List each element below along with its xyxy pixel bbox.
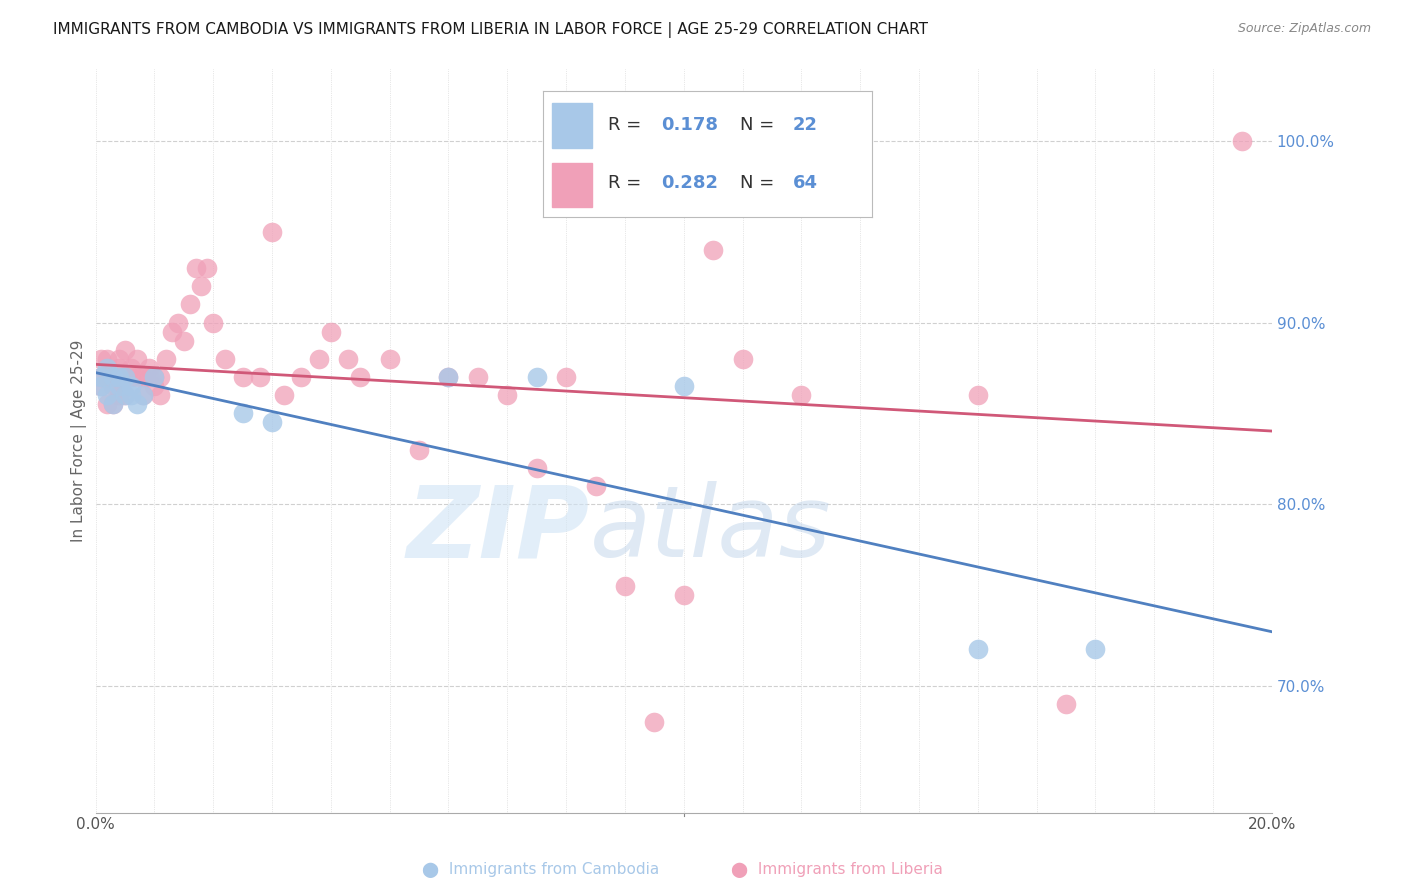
Point — [120, 388, 142, 402]
Point — [160, 325, 183, 339]
Point — [96, 351, 118, 366]
Point — [526, 460, 548, 475]
Point — [966, 388, 988, 402]
Point — [114, 370, 136, 384]
Point — [143, 379, 166, 393]
Point — [96, 360, 118, 375]
Point — [437, 370, 460, 384]
Point — [308, 351, 330, 366]
Point — [1054, 697, 1077, 711]
Point — [167, 316, 190, 330]
Point — [103, 370, 125, 384]
Point — [319, 325, 342, 339]
Point — [143, 370, 166, 384]
Point — [90, 370, 112, 384]
Point — [131, 388, 153, 402]
Point — [120, 370, 142, 384]
Point — [114, 388, 136, 402]
Point — [613, 579, 636, 593]
Point — [190, 279, 212, 293]
Point — [184, 261, 207, 276]
Point — [195, 261, 218, 276]
Point — [273, 388, 295, 402]
Text: ZIP: ZIP — [406, 482, 589, 578]
Point — [260, 225, 283, 239]
Point — [96, 370, 118, 384]
Point — [496, 388, 519, 402]
Point — [149, 388, 172, 402]
Point — [1084, 642, 1107, 657]
Point — [155, 351, 177, 366]
Point — [90, 379, 112, 393]
Point — [103, 397, 125, 411]
Point — [966, 642, 988, 657]
Point — [585, 479, 607, 493]
Text: ⬤  Immigrants from Liberia: ⬤ Immigrants from Liberia — [731, 862, 943, 878]
Text: Source: ZipAtlas.com: Source: ZipAtlas.com — [1237, 22, 1371, 36]
Point — [138, 370, 160, 384]
Point — [378, 351, 401, 366]
Point — [202, 316, 225, 330]
Point — [90, 370, 112, 384]
Point — [290, 370, 312, 384]
Point — [149, 370, 172, 384]
Point — [349, 370, 371, 384]
Point — [131, 388, 153, 402]
Point — [103, 397, 125, 411]
Point — [249, 370, 271, 384]
Y-axis label: In Labor Force | Age 25-29: In Labor Force | Age 25-29 — [72, 339, 87, 541]
Point — [90, 351, 112, 366]
Point — [672, 588, 695, 602]
Point — [232, 406, 254, 420]
Point — [260, 416, 283, 430]
Point — [526, 370, 548, 384]
Point — [131, 370, 153, 384]
Point — [138, 360, 160, 375]
Point — [108, 351, 131, 366]
Point — [120, 360, 142, 375]
Point — [108, 360, 131, 375]
Point — [143, 370, 166, 384]
Point — [125, 397, 148, 411]
Point — [1232, 134, 1254, 148]
Point — [643, 714, 665, 729]
Point — [103, 370, 125, 384]
Point — [467, 370, 489, 384]
Point — [437, 370, 460, 384]
Point — [120, 379, 142, 393]
Point — [232, 370, 254, 384]
Text: ⬤  Immigrants from Cambodia: ⬤ Immigrants from Cambodia — [422, 862, 659, 878]
Point — [555, 370, 578, 384]
Point — [173, 334, 195, 348]
Point — [672, 379, 695, 393]
Point — [179, 297, 201, 311]
Point — [114, 343, 136, 357]
Point — [702, 243, 724, 257]
Point — [96, 388, 118, 402]
Point — [790, 388, 813, 402]
Point — [108, 379, 131, 393]
Point — [849, 134, 872, 148]
Point — [108, 388, 131, 402]
Point — [90, 379, 112, 393]
Point — [103, 379, 125, 393]
Point — [125, 370, 148, 384]
Point — [337, 351, 360, 366]
Point — [214, 351, 236, 366]
Point — [114, 388, 136, 402]
Point — [114, 370, 136, 384]
Point — [731, 351, 754, 366]
Point — [408, 442, 430, 457]
Point — [125, 351, 148, 366]
Point — [108, 370, 131, 384]
Point — [96, 397, 118, 411]
Text: IMMIGRANTS FROM CAMBODIA VS IMMIGRANTS FROM LIBERIA IN LABOR FORCE | AGE 25-29 C: IMMIGRANTS FROM CAMBODIA VS IMMIGRANTS F… — [53, 22, 928, 38]
Text: atlas: atlas — [589, 482, 831, 578]
